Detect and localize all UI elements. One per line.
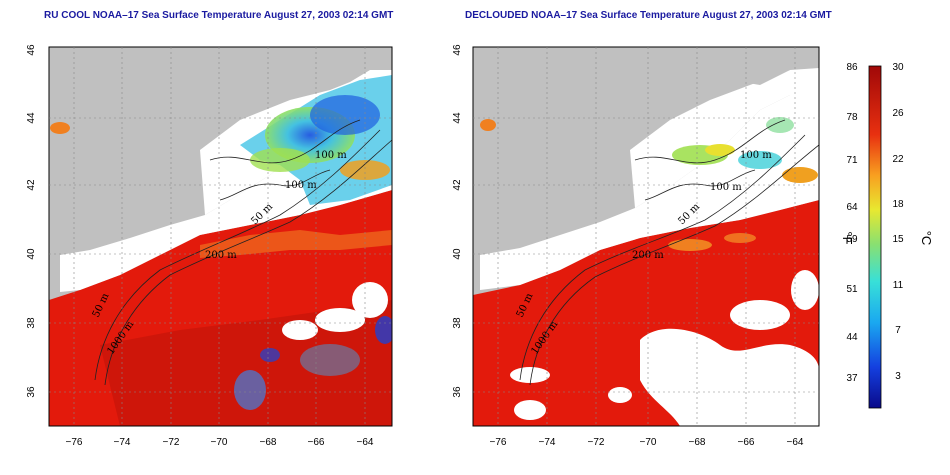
fahrenheit-tick: 44: [846, 332, 858, 343]
contour-label: 100 m: [315, 150, 347, 161]
y-tick-label: 44: [452, 112, 463, 124]
colorbar: 86 78 71 64 59 51 44 37 30 26 22 18 15 1…: [840, 62, 934, 409]
y-axis-2: 46 44 42 40 38 36: [452, 44, 463, 398]
x-tick-label: −72: [163, 437, 180, 448]
x-tick-label: −68: [689, 437, 706, 448]
x-tick-label: −66: [308, 437, 325, 448]
y-tick-label: 44: [26, 112, 37, 124]
x-tick-label: −64: [787, 437, 804, 448]
y-tick-label: 36: [26, 386, 37, 398]
x-tick-label: −76: [66, 437, 83, 448]
map-frame-1: [48, 46, 393, 427]
fahrenheit-tick: 59: [846, 234, 858, 245]
panel-1-title: RU COOL NOAA–17 Sea Surface Temperature …: [44, 10, 394, 21]
contour-label: 100 m: [285, 180, 317, 191]
x-tick-label: −66: [738, 437, 755, 448]
x-tick-label: −68: [260, 437, 277, 448]
x-tick-label: −76: [490, 437, 507, 448]
grid-lines-2: [473, 47, 819, 426]
x-tick-label: −64: [357, 437, 374, 448]
map-panel-1: 100 m 100 m 50 m 200 m 50 m 1000 m: [49, 47, 392, 426]
fahrenheit-label: °F: [840, 231, 855, 244]
x-tick-label: −74: [539, 437, 556, 448]
celsius-tick: 3: [895, 371, 901, 382]
celsius-tick: 30: [892, 62, 904, 73]
celsius-tick: 18: [892, 199, 904, 210]
contour-label: 100 m: [710, 182, 742, 193]
cloud-area: [480, 90, 819, 290]
celsius-tick: 15: [892, 234, 904, 245]
celsius-label: °C: [919, 231, 934, 246]
fahrenheit-tick: 51: [846, 284, 858, 295]
y-tick-label: 36: [452, 386, 463, 398]
fahrenheit-tick: 64: [846, 202, 858, 213]
fahrenheit-tick: 71: [846, 155, 858, 166]
contour-label: 200 m: [632, 250, 664, 261]
x-axis-2: −76 −74 −72 −70 −68 −66 −64: [490, 437, 804, 448]
x-tick-label: −70: [211, 437, 228, 448]
y-tick-label: 42: [26, 179, 37, 191]
x-axis-1: −76 −74 −72 −70 −68 −66 −64: [66, 437, 374, 448]
celsius-tick: 26: [892, 108, 904, 119]
y-tick-label: 46: [452, 44, 463, 56]
map-frame-2: [472, 46, 820, 427]
celsius-tick: 22: [892, 154, 904, 165]
contour-label: 200 m: [205, 250, 237, 261]
colorbar-gradient: [868, 65, 882, 409]
x-tick-label: −74: [114, 437, 131, 448]
y-axis-1: 46 44 42 40 38 36: [26, 44, 37, 398]
y-tick-label: 40: [452, 248, 463, 260]
celsius-tick: 11: [893, 280, 904, 291]
contour-label: 100 m: [740, 150, 772, 161]
y-tick-label: 46: [26, 44, 37, 56]
fahrenheit-tick: 37: [846, 373, 858, 384]
celsius-tick: 7: [895, 325, 901, 336]
map-panel-2: 100 m 100 m 50 m 200 m 50 m 1000 m: [473, 47, 819, 426]
x-tick-label: −72: [588, 437, 605, 448]
grid-lines-1: [49, 47, 392, 426]
fahrenheit-tick: 78: [846, 112, 858, 123]
y-tick-label: 40: [26, 248, 37, 260]
y-tick-label: 38: [26, 317, 37, 329]
x-tick-label: −70: [640, 437, 657, 448]
y-tick-label: 42: [452, 179, 463, 191]
panel-2-title: DECLOUDED NOAA–17 Sea Surface Temperatur…: [465, 10, 832, 21]
y-tick-label: 38: [452, 317, 463, 329]
fahrenheit-tick: 86: [846, 62, 858, 73]
